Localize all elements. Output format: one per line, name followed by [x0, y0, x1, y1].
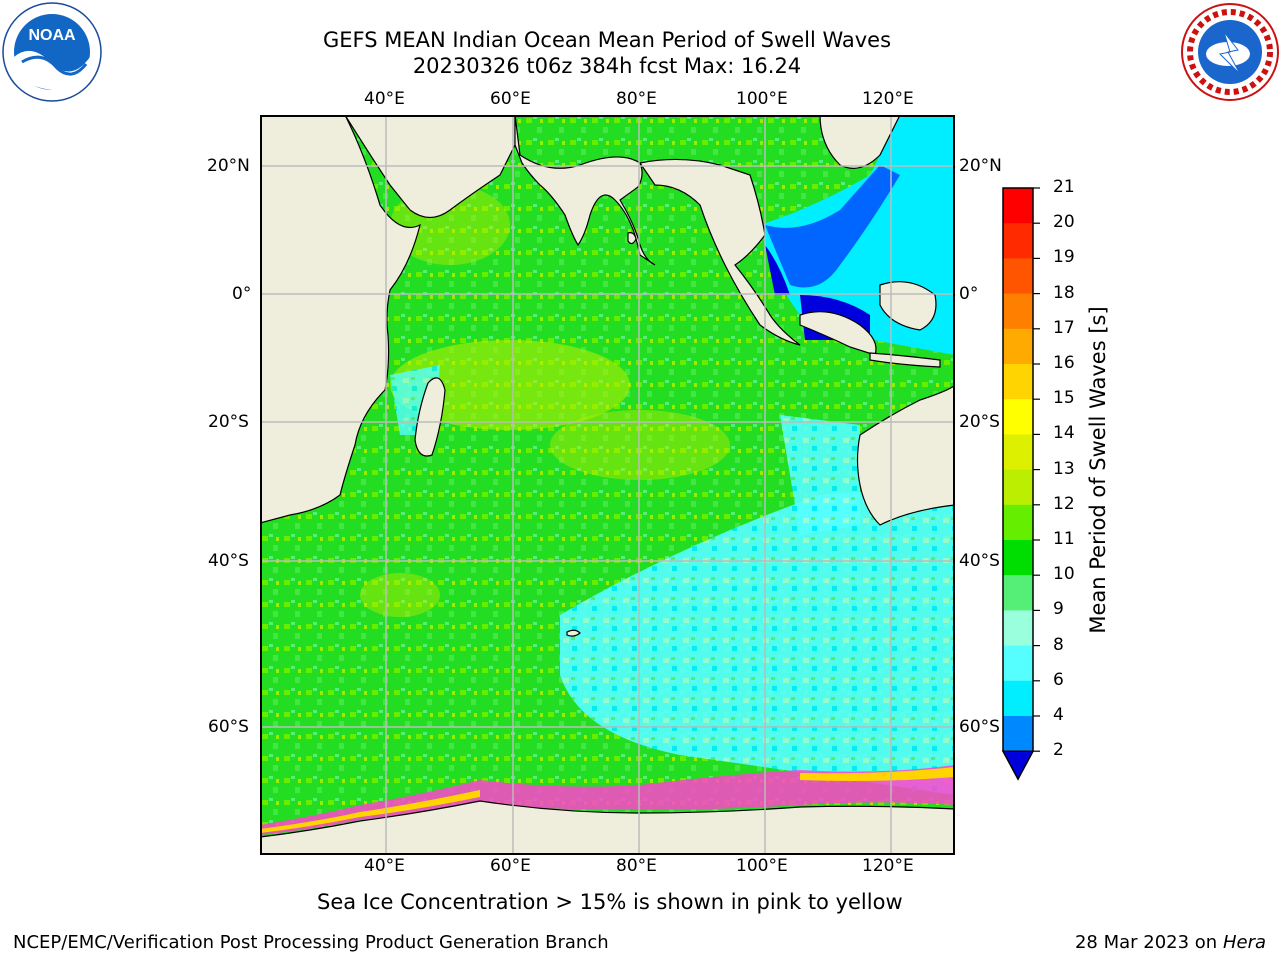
colorbar-extend-triangle: [1001, 750, 1035, 781]
colorbar-tick-label: 6: [1053, 669, 1064, 690]
colorbar-swatch: [1003, 575, 1033, 611]
lat-label-right-40s: 40°S: [959, 551, 1000, 571]
lon-label-bottom-80e: 80°E: [616, 856, 657, 876]
colorbar-tick-label: 12: [1053, 493, 1075, 514]
colorbar-tick-label: 18: [1053, 282, 1075, 303]
colorbar-tick-label: 9: [1053, 599, 1064, 620]
sea-ice-note: Sea Ice Concentration > 15% is shown in …: [317, 890, 903, 914]
lon-label-top-40e: 40°E: [364, 89, 405, 109]
low-period-zone: [560, 485, 955, 795]
colorbar-swatch: [1003, 504, 1033, 541]
colorbar-swatch: [1003, 434, 1033, 471]
colorbar-tick-label: 16: [1053, 353, 1075, 373]
colorbar-tick-label: 17: [1053, 317, 1075, 338]
land-indochina: [638, 158, 801, 346]
lat-label-left-60s: 60°S: [208, 717, 249, 737]
colorbar-swatch: [1003, 540, 1033, 576]
graticule: [260, 115, 955, 855]
colorbar-tick-label: 4: [1053, 705, 1064, 725]
nws-logo: [1180, 2, 1280, 106]
colorbar: [1001, 187, 1040, 781]
chart-title-line1: GEFS MEAN Indian Ocean Mean Period of Sw…: [322, 28, 892, 52]
colorbar-swatch: [1003, 293, 1033, 330]
lon-label-top-120e: 120°E: [862, 89, 914, 109]
colorbar-swatch: [1003, 328, 1033, 365]
lat-label-left-0: 0°: [232, 284, 252, 304]
colorbar-swatch: [1003, 680, 1033, 717]
colorbar-tick-label: 14: [1053, 423, 1075, 444]
lat-label-right-20n: 20°N: [959, 156, 1002, 176]
lat-label-left-40s: 40°S: [208, 551, 249, 571]
lat-label-right-60s: 60°S: [959, 717, 1000, 737]
colorbar-tick-label: 13: [1053, 458, 1075, 479]
colorbar-swatch: [1003, 716, 1033, 752]
colorbar-tick-label: 21: [1053, 177, 1075, 197]
colorbar-tick-label: 10: [1053, 564, 1075, 585]
map-frame: [260, 115, 955, 855]
footer-date: 28 Mar 2023 on Hera: [1075, 932, 1266, 953]
chart-title-line2: 20230326 t06z 384h fcst Max: 16.24: [412, 54, 802, 78]
land-madagascar: [414, 377, 446, 457]
land-sumatra: [799, 311, 877, 356]
lon-label-bottom-100e: 100°E: [736, 856, 788, 876]
indian-ocean-map: [260, 115, 955, 855]
high-period-zone: [390, 340, 630, 430]
colorbar-swatch: [1003, 610, 1033, 647]
land-kerguelen: [566, 629, 581, 637]
colorbar-tick-label: 20: [1053, 212, 1075, 233]
colorbar-swatch: [1003, 469, 1033, 506]
colorbar-swatches: [1001, 187, 1035, 781]
lon-label-top-100e: 100°E: [736, 89, 788, 109]
lat-label-left-20s: 20°S: [208, 412, 249, 432]
noaa-logo-text: NOAA: [28, 27, 76, 44]
lon-label-top-80e: 80°E: [616, 89, 657, 109]
colorbar-swatch: [1003, 645, 1033, 682]
colorbar-tick-label: 8: [1053, 634, 1064, 655]
footer-date-text: 28 Mar 2023 on: [1074, 932, 1218, 953]
colorbar-tick-label: 19: [1053, 247, 1075, 268]
land-china: [819, 115, 901, 169]
noaa-logo: NOAA: [2, 2, 102, 106]
sea-ice-band: [260, 765, 955, 835]
land-india: [514, 115, 656, 266]
lat-label-right-0: 0°: [959, 284, 979, 304]
footer-credit: NCEP/EMC/Verification Post Processing Pr…: [13, 932, 609, 953]
lon-label-bottom-120e: 120°E: [862, 856, 914, 876]
colorbar-tick-label: 11: [1053, 529, 1075, 549]
lon-label-bottom-60e: 60°E: [490, 856, 531, 876]
lon-label-bottom-40e: 40°E: [364, 856, 405, 876]
footer-host: Hera: [1222, 932, 1266, 953]
land-africa: [260, 115, 421, 524]
colorbar-ticks: [1033, 187, 1040, 752]
lon-label-top-60e: 60°E: [490, 89, 531, 109]
colorbar-tick-label: 2: [1053, 740, 1064, 761]
colorbar-swatch: [1003, 258, 1033, 295]
colorbar-tick-label: 15: [1053, 388, 1075, 409]
colorbar-swatch: [1003, 188, 1033, 224]
colorbar-swatch: [1003, 364, 1033, 400]
colorbar-swatch: [1003, 223, 1033, 259]
land-antarctica: [260, 800, 955, 855]
land-australia: [856, 384, 955, 526]
colorbar-swatch: [1003, 399, 1033, 435]
lat-label-right-20s: 20°S: [959, 412, 1000, 432]
colorbar-label: Mean Period of Swell Waves [s]: [1086, 306, 1110, 634]
lat-label-left-20n: 20°N: [207, 156, 250, 176]
